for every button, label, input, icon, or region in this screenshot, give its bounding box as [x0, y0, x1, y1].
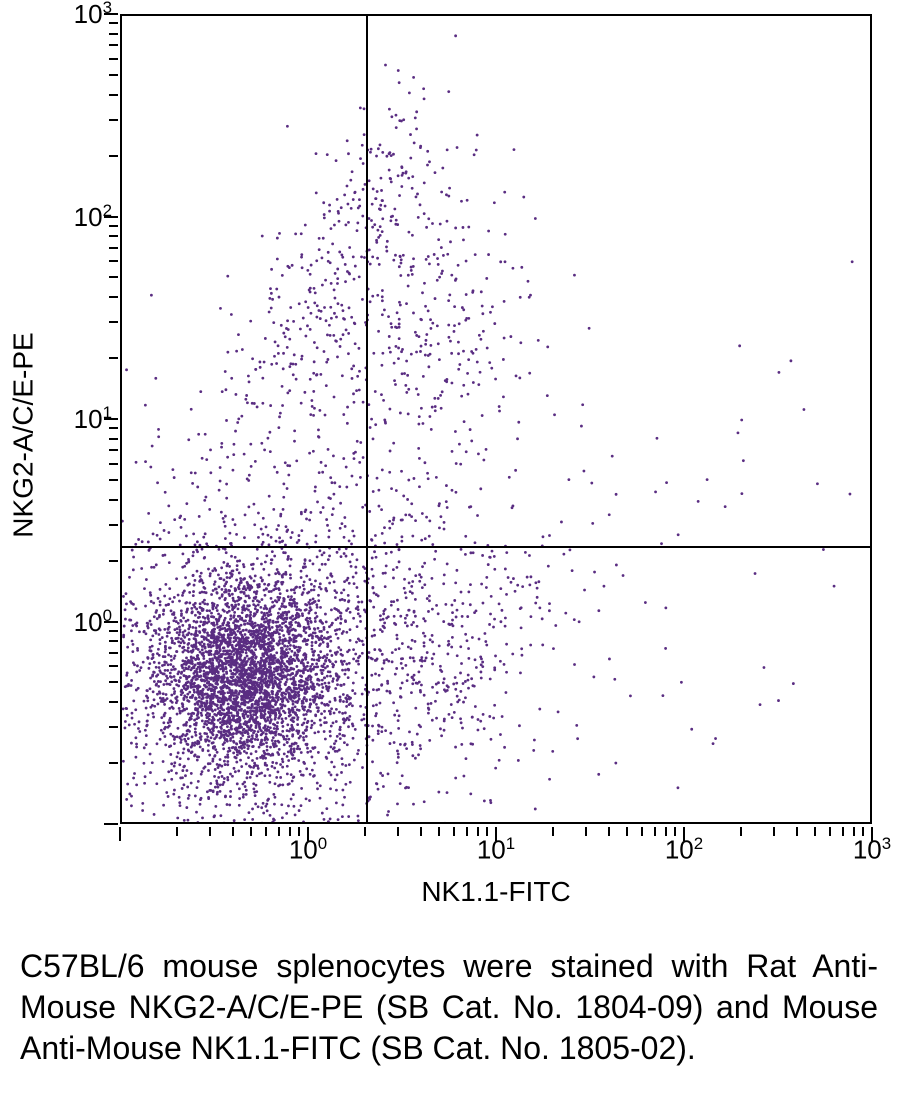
axis-tick-mark [265, 827, 267, 836]
axis-tick-mark [109, 630, 118, 632]
axis-tick-mark [109, 33, 118, 35]
axis-tick-mark [654, 827, 656, 836]
plot-wrapper: NKG2-A/C/E-PE 100101102103 100101102103 … [0, 0, 898, 920]
axis-tick-mark [585, 827, 587, 836]
axis-tick-mark [278, 827, 280, 836]
y-axis-label-text: NKG2-A/C/E-PE [8, 332, 40, 537]
axis-tick-mark [626, 827, 628, 836]
axis-tick-mark [176, 827, 178, 836]
axis-tick-mark [641, 827, 643, 836]
axis-tick-mark [552, 827, 554, 836]
axis-tick-mark [209, 827, 211, 836]
axis-tick-mark [109, 681, 118, 683]
axis-tick-mark [109, 652, 118, 654]
axis-tick-mark [109, 74, 118, 76]
axis-tick-mark [109, 560, 118, 562]
axis-tick-mark [109, 524, 118, 526]
scatter-canvas [122, 16, 872, 824]
axis-tick-mark [796, 827, 798, 836]
axis-tick-mark [250, 827, 252, 836]
figure-container: NKG2-A/C/E-PE 100101102103 100101102103 … [0, 0, 898, 1116]
axis-tick-mark [397, 827, 399, 836]
x-axis-label-text: NK1.1-FITC [421, 876, 570, 907]
axis-tick-mark [109, 479, 118, 481]
quadrant-gate-vertical [366, 16, 368, 822]
x-tick-label: 102 [665, 834, 703, 866]
axis-tick-mark [104, 823, 118, 825]
axis-tick-mark [814, 827, 816, 836]
axis-tick-mark [438, 827, 440, 836]
axis-tick-mark [420, 827, 422, 836]
axis-tick-mark [453, 827, 455, 836]
axis-tick-mark [109, 22, 118, 24]
axis-tick-mark [842, 827, 844, 836]
quadrant-gate-horizontal [122, 546, 870, 548]
axis-tick-mark [109, 276, 118, 278]
axis-tick-mark [109, 640, 118, 642]
y-axis-label: NKG2-A/C/E-PE [8, 0, 40, 870]
axis-tick-mark [104, 621, 118, 623]
axis-tick-mark [109, 296, 118, 298]
plot-area [120, 14, 872, 824]
axis-tick-mark [109, 321, 118, 323]
axis-tick-mark [232, 827, 234, 836]
axis-tick-mark [109, 762, 118, 764]
axis-tick-mark [109, 499, 118, 501]
axis-tick-mark [104, 418, 118, 420]
axis-tick-mark [109, 665, 118, 667]
axis-tick-mark [109, 427, 118, 429]
axis-tick-mark [109, 701, 118, 703]
axis-tick-mark [109, 155, 118, 157]
axis-tick-mark [109, 357, 118, 359]
axis-tick-mark [109, 247, 118, 249]
axis-tick-mark [104, 216, 118, 218]
axis-tick-mark [364, 827, 366, 836]
axis-tick-mark [109, 449, 118, 451]
axis-tick-mark [119, 827, 121, 841]
axis-tick-mark [829, 827, 831, 836]
x-tick-label: 100 [289, 834, 327, 866]
axis-tick-mark [466, 827, 468, 836]
axis-tick-mark [109, 94, 118, 96]
axis-tick-mark [740, 827, 742, 836]
axis-tick-mark [109, 260, 118, 262]
axis-tick-mark [109, 44, 118, 46]
axis-tick-mark [109, 225, 118, 227]
axis-tick-mark [109, 58, 118, 60]
axis-tick-mark [109, 438, 118, 440]
axis-tick-mark [104, 13, 118, 15]
axis-tick-mark [109, 726, 118, 728]
axis-tick-mark [109, 235, 118, 237]
axis-tick-mark [608, 827, 610, 836]
axis-tick-mark [109, 119, 118, 121]
x-tick-label: 103 [853, 834, 891, 866]
x-axis-label: NK1.1-FITC [120, 876, 872, 908]
x-tick-label: 101 [477, 834, 515, 866]
axis-tick-mark [773, 827, 775, 836]
figure-caption: C57BL/6 mouse splenocytes were stained w… [20, 946, 878, 1069]
axis-tick-mark [109, 463, 118, 465]
